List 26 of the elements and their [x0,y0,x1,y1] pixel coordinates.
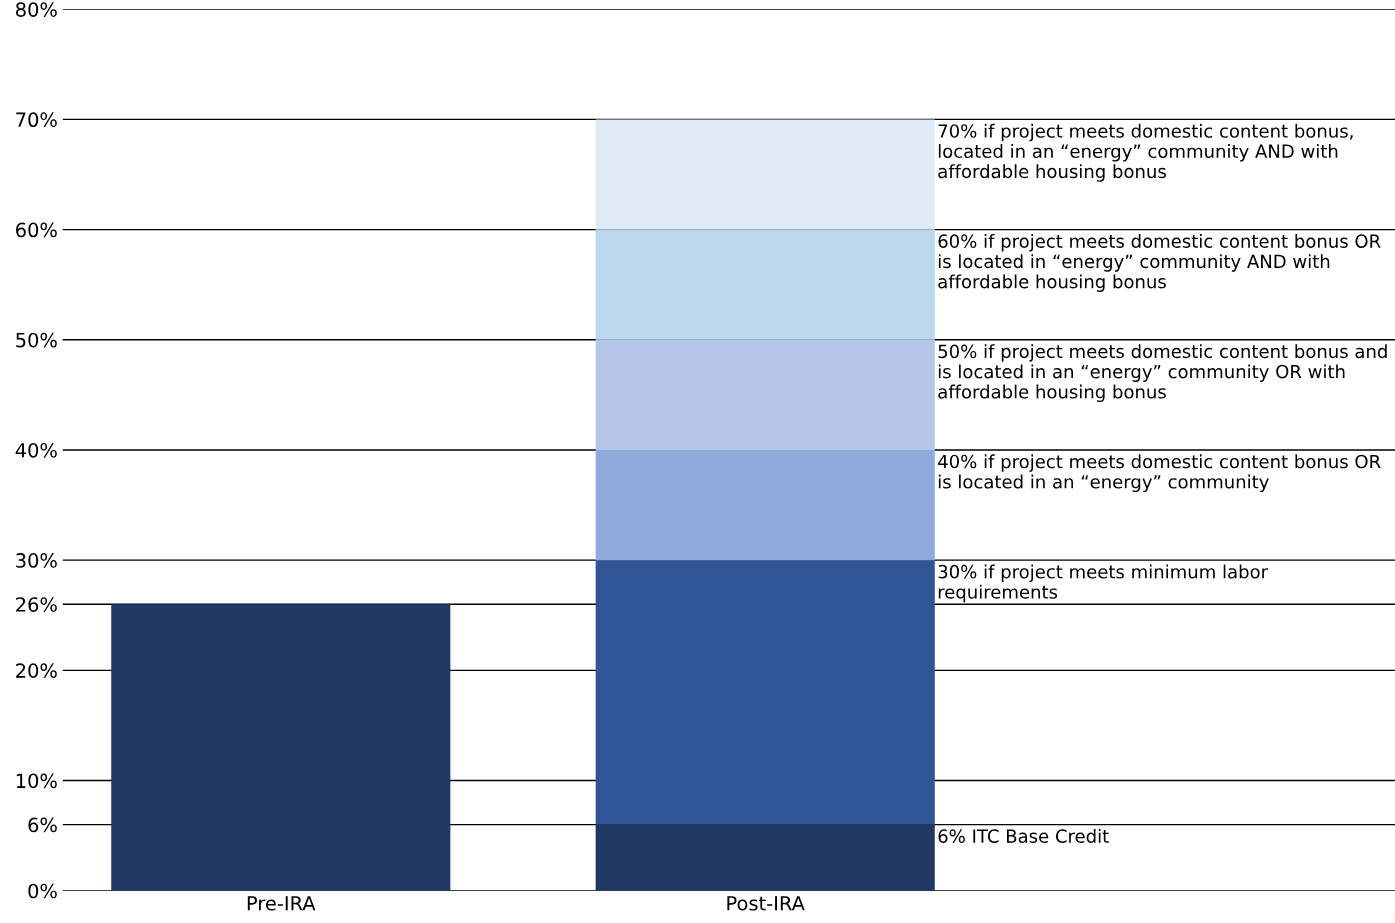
x-tick-label: Post-IRA [727,896,805,911]
annotation: 70% if project meets domestic content bonus, located in an “energy” community AND with affordable housing bonus [938,123,1353,182]
bar [595,229,935,340]
annotation: 40% if project meets domestic content bonus OR is located in an “energy” community [938,454,1381,493]
y-tick-label: 0% [28,883,57,899]
bar [595,824,935,891]
y-tick-label: 26% [16,597,57,612]
bar [595,449,935,561]
x-tick-label: Pre-IRA [247,896,316,911]
bar [595,560,935,825]
y-tick-label: 6% [28,817,57,833]
y-tick-label: 20% [16,663,57,678]
bar [111,604,451,891]
y-tick-label: 40% [15,442,57,458]
y-tick-label: 60% [16,222,57,238]
bar [595,119,935,230]
y-tick-label: 80% [16,2,57,17]
annotation: 6% ITC Base Credit [938,828,1109,843]
y-tick-label: 30% [16,553,57,568]
annotation: 60% if project meets domestic content bonus OR is located in “energy” community AND with affordable housing bonus [938,234,1381,292]
bar [595,339,935,450]
y-tick-label: 70% [16,112,57,128]
y-tick-label: 50% [16,332,57,348]
y-tick-label: 10% [16,773,57,789]
annotation: 50% if project meets domestic content bonus and is located in an “energy” community OR with affordable housing bonus [938,344,1387,403]
annotation: 30% if project meets minimum labor requirements [938,564,1269,603]
